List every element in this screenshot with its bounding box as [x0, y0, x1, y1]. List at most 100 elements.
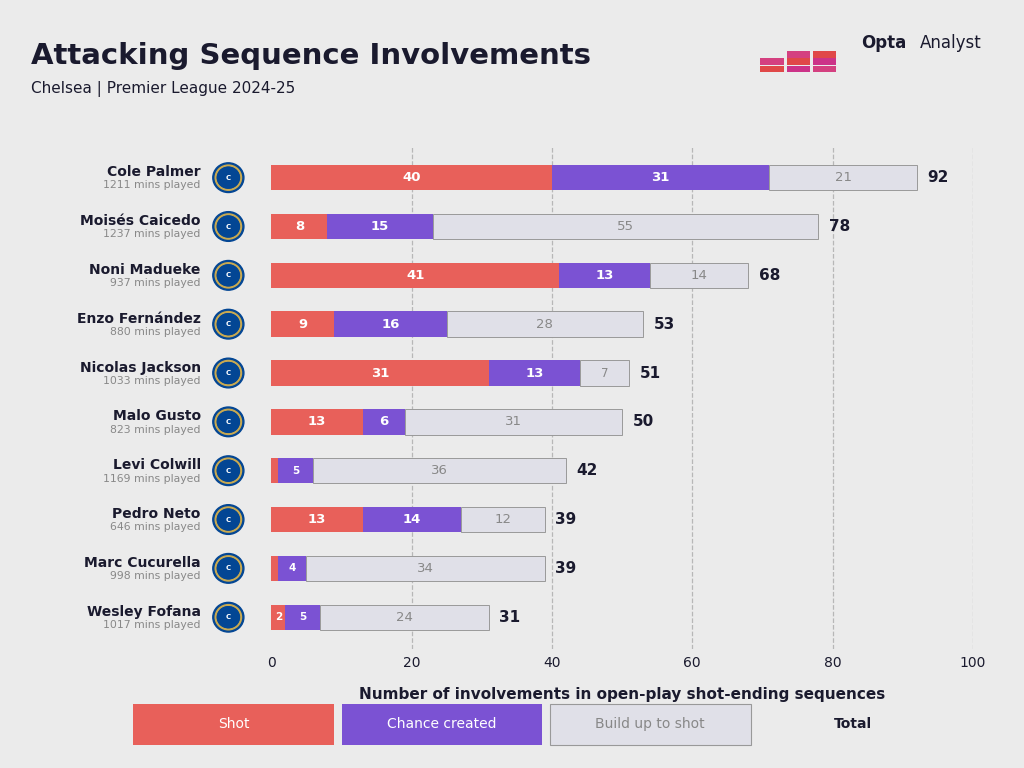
Circle shape [213, 554, 244, 583]
Text: 880 mins played: 880 mins played [111, 327, 201, 337]
Text: 15: 15 [371, 220, 389, 233]
Bar [433, 214, 818, 239]
Text: C: C [225, 273, 231, 278]
Text: 998 mins played: 998 mins played [111, 571, 201, 581]
Text: Cole Palmer: Cole Palmer [108, 165, 201, 179]
Bar [461, 507, 545, 532]
Bar [342, 703, 543, 745]
Text: 24: 24 [396, 611, 413, 624]
Bar [760, 58, 783, 65]
X-axis label: Number of involvements in open-play shot-ending sequences: Number of involvements in open-play shot… [359, 687, 885, 702]
Text: 2: 2 [274, 612, 282, 622]
Circle shape [217, 558, 240, 579]
Text: Opta: Opta [861, 34, 906, 51]
Text: Marc Cucurella: Marc Cucurella [84, 556, 201, 570]
Bar [786, 51, 810, 58]
Text: 12: 12 [495, 513, 511, 526]
Circle shape [217, 314, 240, 335]
Bar [769, 165, 916, 190]
Bar [786, 58, 810, 65]
Text: Total: Total [834, 717, 872, 731]
Text: 53: 53 [653, 316, 675, 332]
Circle shape [217, 216, 240, 237]
Bar [271, 263, 559, 288]
Text: C: C [225, 321, 231, 327]
Text: 31: 31 [371, 366, 389, 379]
Text: 1237 mins played: 1237 mins played [103, 230, 201, 240]
Text: 7: 7 [601, 366, 608, 379]
Circle shape [217, 412, 240, 432]
Text: Attacking Sequence Involvements: Attacking Sequence Involvements [31, 42, 591, 70]
Circle shape [213, 505, 244, 535]
Text: 39: 39 [555, 512, 577, 527]
Text: C: C [225, 419, 231, 425]
Text: 16: 16 [381, 318, 399, 331]
Text: 68: 68 [759, 268, 780, 283]
Text: Pedro Neto: Pedro Neto [113, 507, 201, 521]
Text: Levi Colwill: Levi Colwill [113, 458, 201, 472]
Circle shape [213, 260, 244, 290]
Text: 5: 5 [292, 465, 300, 475]
Text: 78: 78 [829, 219, 850, 234]
Bar [286, 604, 321, 630]
Bar [271, 214, 328, 239]
Bar [321, 604, 488, 630]
Text: 937 mins played: 937 mins played [111, 278, 201, 288]
Bar [404, 409, 623, 435]
Text: 4: 4 [289, 564, 296, 574]
Text: 13: 13 [595, 269, 613, 282]
Text: Chance created: Chance created [387, 717, 497, 731]
Text: 1033 mins played: 1033 mins played [103, 376, 201, 386]
Bar [559, 263, 650, 288]
Bar [271, 604, 286, 630]
Circle shape [213, 163, 244, 193]
Bar [362, 507, 461, 532]
Text: Enzo Fernández: Enzo Fernández [77, 312, 201, 326]
Circle shape [213, 456, 244, 485]
Bar [328, 214, 433, 239]
Circle shape [217, 509, 240, 530]
Bar [271, 409, 362, 435]
Text: C: C [225, 223, 231, 230]
Text: C: C [225, 614, 231, 621]
Text: 1017 mins played: 1017 mins played [103, 620, 201, 630]
Text: Build up to shot: Build up to shot [596, 717, 706, 731]
Circle shape [217, 460, 240, 481]
Text: 14: 14 [402, 513, 421, 526]
Text: C: C [225, 174, 231, 180]
Text: 28: 28 [537, 318, 553, 331]
Bar [550, 703, 751, 745]
Text: 646 mins played: 646 mins played [111, 522, 201, 532]
Bar [786, 66, 810, 72]
Text: C: C [225, 517, 231, 522]
Bar [488, 360, 580, 386]
Text: C: C [225, 370, 231, 376]
Text: C: C [225, 468, 231, 474]
Circle shape [213, 358, 244, 388]
Bar [446, 312, 643, 337]
Bar [313, 458, 566, 483]
Bar [813, 51, 837, 58]
Text: 14: 14 [691, 269, 708, 282]
Text: 39: 39 [555, 561, 577, 576]
Bar [279, 458, 313, 483]
Bar [271, 458, 279, 483]
Bar [813, 58, 837, 65]
Text: 13: 13 [308, 513, 326, 526]
Text: 31: 31 [505, 415, 522, 429]
Text: 34: 34 [417, 562, 434, 575]
Text: Analyst: Analyst [920, 34, 982, 51]
Bar [271, 556, 279, 581]
Text: 5: 5 [299, 612, 306, 622]
Text: 41: 41 [406, 269, 424, 282]
Text: 21: 21 [835, 171, 852, 184]
Bar [650, 263, 749, 288]
Text: Shot: Shot [218, 717, 249, 731]
Bar [335, 312, 446, 337]
Text: 13: 13 [308, 415, 326, 429]
Circle shape [213, 407, 244, 437]
Text: C: C [225, 565, 231, 571]
Text: 13: 13 [525, 366, 544, 379]
Circle shape [217, 265, 240, 286]
Text: 6: 6 [379, 415, 388, 429]
